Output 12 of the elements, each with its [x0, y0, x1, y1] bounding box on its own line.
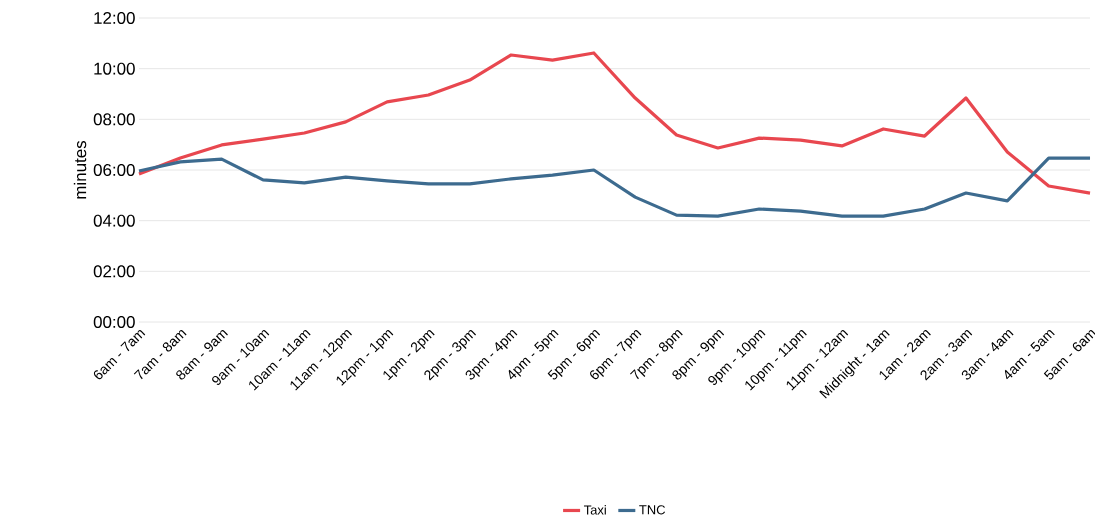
- y-tick-label: 04:00: [93, 214, 135, 227]
- line-series: [137, 51, 1092, 195]
- y-tick-label: 10:00: [94, 62, 135, 75]
- y-tick-label: 06:00: [93, 164, 135, 176]
- legend-label: TNC: [639, 505, 666, 515]
- legend-label: Taxi: [583, 505, 606, 515]
- y-tick-label: 08:00: [93, 113, 135, 126]
- y-tick-label: 02:00: [93, 265, 135, 278]
- y-tick-label: 00:00: [93, 316, 135, 328]
- y-tick-label: 12:00: [94, 12, 135, 24]
- y-axis-title: minutes: [73, 140, 87, 199]
- line-series: [137, 156, 1092, 218]
